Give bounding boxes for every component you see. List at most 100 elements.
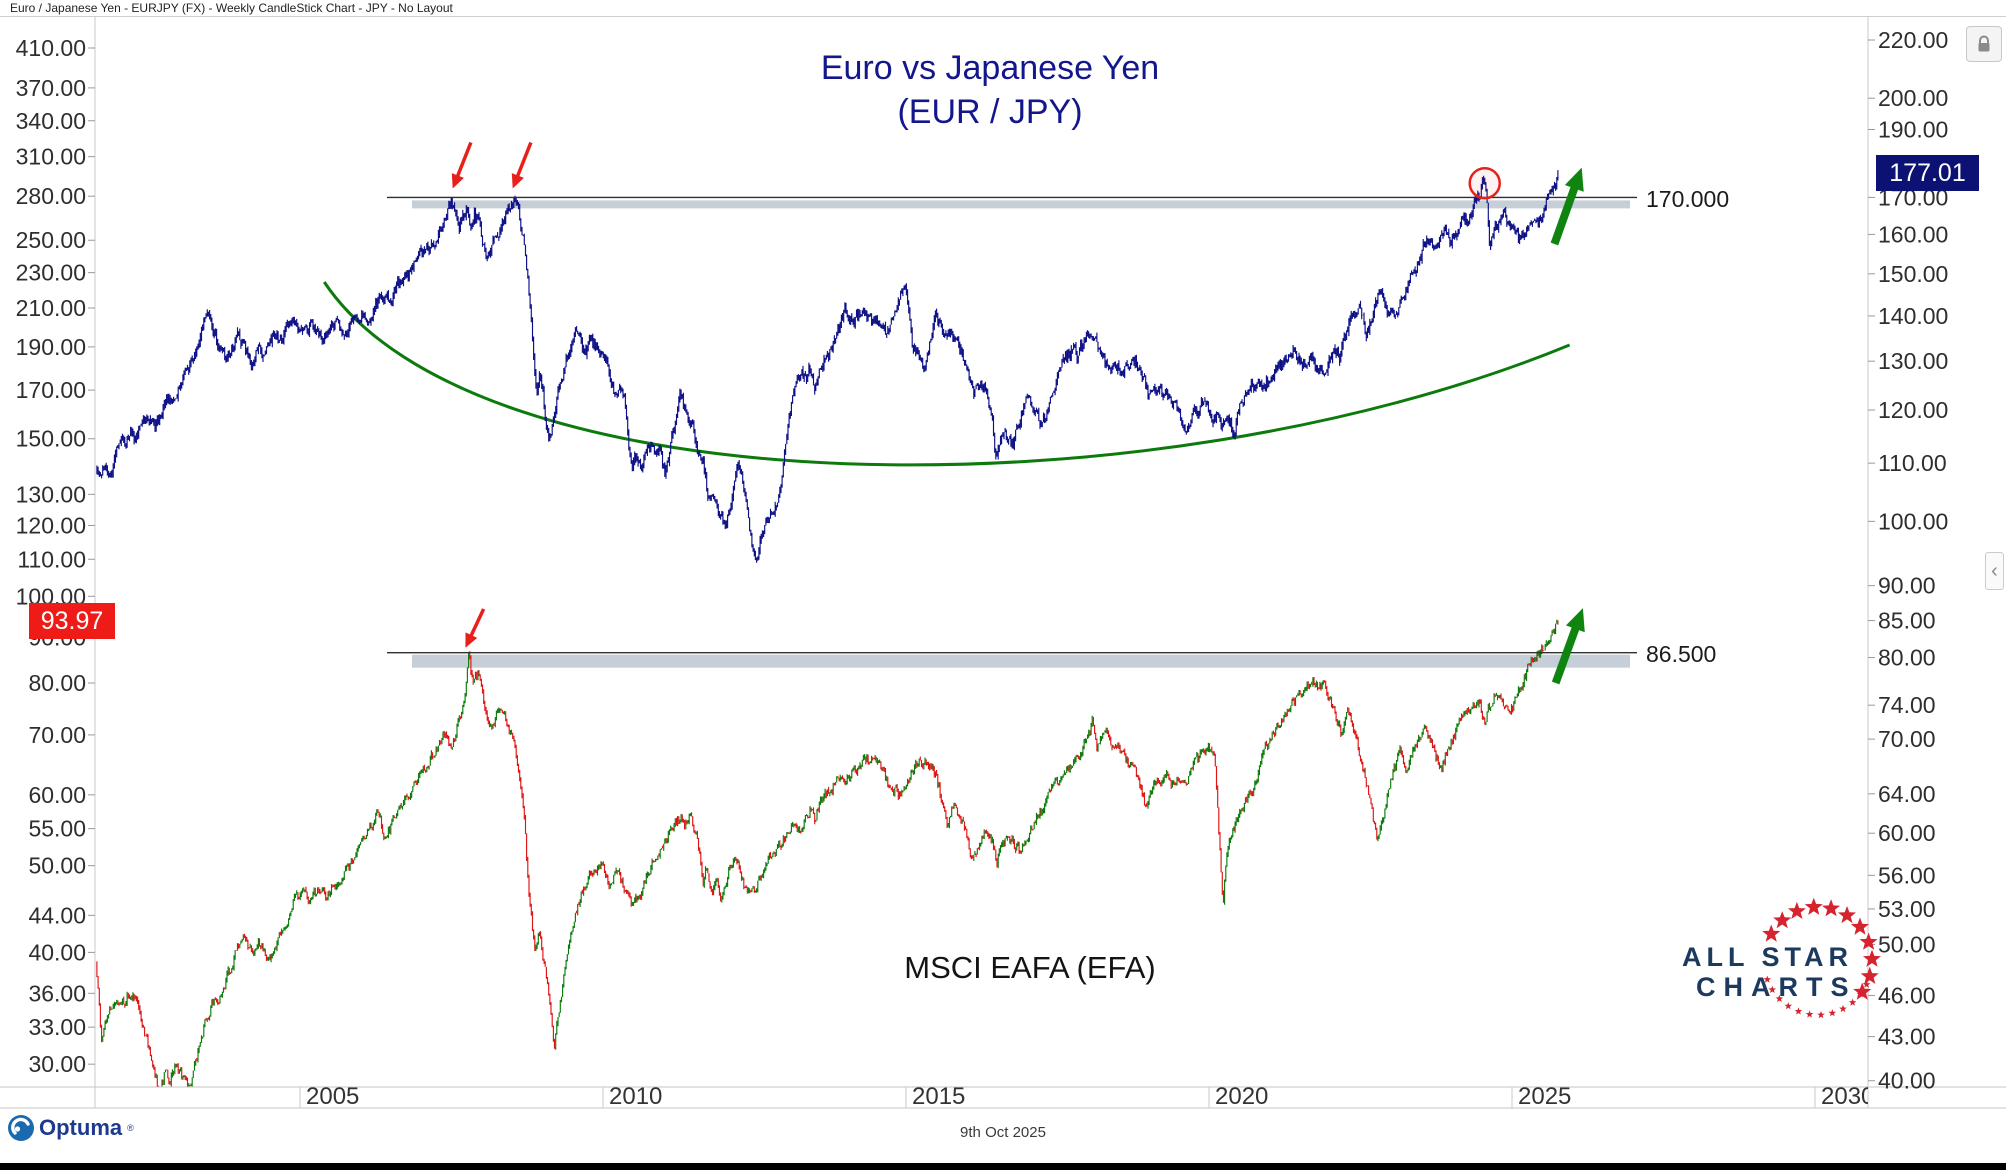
star-icon (1805, 1010, 1814, 1018)
star-icon (1839, 1004, 1847, 1013)
red-arrow-3-head (465, 632, 478, 648)
green-arrow-2-shaft (1551, 621, 1582, 685)
green-arrow-1-head (1564, 167, 1584, 192)
chevron-left-icon: ‹ (1991, 559, 1998, 582)
left-axis-tick-label[interactable]: 55.00 (28, 816, 86, 842)
right-axis-tick-label[interactable]: 74.00 (1878, 692, 1936, 718)
star-icon (1859, 932, 1878, 950)
chart-title: Euro vs Japanese Yen (EUR / JPY) (640, 46, 1340, 134)
right-axis-tick-label[interactable]: 53.00 (1878, 896, 1936, 922)
optuma-brand-text: Optuma (39, 1115, 123, 1140)
x-axis-year-label[interactable]: 2010 (609, 1083, 662, 1110)
eurjpy-series (96, 170, 1559, 563)
left-axis-tick-label[interactable]: 50.00 (28, 853, 86, 879)
resistance-zone-bottom (412, 654, 1630, 668)
optuma-logo-icon (8, 1115, 34, 1141)
green-arrow-2 (1551, 608, 1585, 685)
left-axis-tick-label[interactable]: 310.00 (16, 144, 86, 170)
window-title-bar: Euro / Japanese Yen - EURJPY (FX) - Week… (0, 0, 2006, 17)
x-axis-year-label[interactable]: 2025 (1518, 1083, 1571, 1110)
left-axis-tick-label[interactable]: 170.00 (16, 377, 86, 403)
series-path (96, 170, 1559, 563)
left-axis-tick-label[interactable]: 80.00 (28, 670, 86, 696)
left-axis-tick-label[interactable]: 340.00 (16, 108, 86, 134)
right-axis-tick-label[interactable]: 90.00 (1878, 573, 1936, 599)
left-axis-tick-label[interactable]: 370.00 (16, 75, 86, 101)
footer-date: 9th Oct 2025 (960, 1124, 1046, 1141)
right-axis-tick-label[interactable]: 40.00 (1878, 1068, 1936, 1094)
star-icon (1768, 985, 1777, 993)
x-axis-year-label[interactable]: 2005 (306, 1083, 359, 1110)
right-axis-tick-label[interactable]: 120.00 (1878, 397, 1948, 423)
right-axis-tick-label[interactable]: 110.00 (1878, 450, 1947, 476)
optuma-logo: Optuma ® (8, 1115, 134, 1141)
registered-mark: ® (127, 1123, 134, 1133)
right-axis-tick-label[interactable]: 220.00 (1878, 27, 1948, 53)
star-icon (1822, 899, 1841, 917)
left-axis-tick-label[interactable]: 33.00 (28, 1014, 86, 1040)
red-arrow-1 (451, 141, 473, 189)
last-price-badge-eurjpy: 177.01 (1876, 155, 1979, 191)
right-axis-tick-label[interactable]: 200.00 (1878, 85, 1948, 111)
left-axis-tick-label[interactable]: 120.00 (16, 512, 86, 538)
star-icon (1848, 998, 1857, 1006)
x-axis-year-label[interactable]: 2015 (912, 1083, 965, 1110)
right-axis-tick-label[interactable]: 85.00 (1878, 608, 1936, 634)
right-axis-tick-label[interactable]: 140.00 (1878, 303, 1948, 329)
right-axis-tick-label[interactable]: 80.00 (1878, 645, 1936, 671)
left-axis-tick-label[interactable]: 210.00 (16, 295, 86, 321)
right-axis-tick-label[interactable]: 130.00 (1878, 348, 1948, 374)
axes: 410.00 370.00 340.00 310.00 280.00 250.00 230.… (0, 17, 2006, 1109)
x-axis[interactable]: 2005 2010 2015 2020 2025 2030 (299, 1083, 1874, 1110)
left-axis-tick-label[interactable]: 30.00 (28, 1051, 86, 1077)
axis-lock-button[interactable] (1966, 26, 2002, 62)
right-axis-tick-label[interactable]: 50.00 (1878, 932, 1936, 958)
left-axis-tick-label[interactable]: 190.00 (16, 334, 86, 360)
left-axis-tick-label[interactable]: 130.00 (16, 481, 86, 507)
right-axis-tick-label[interactable]: 64.00 (1878, 781, 1936, 807)
left-axis-tick-label[interactable]: 36.00 (28, 980, 86, 1006)
star-icon (1838, 906, 1856, 924)
star-icon (1773, 911, 1792, 929)
left-axis-tick-label[interactable]: 150.00 (16, 426, 86, 452)
star-icon (1853, 982, 1872, 1000)
left-axis-tick-label[interactable]: 280.00 (16, 183, 86, 209)
left-axis-tick-label[interactable]: 410.00 (16, 35, 86, 61)
right-axis-tick-label[interactable]: 70.00 (1878, 726, 1936, 752)
left-axis-tick-label[interactable]: 60.00 (28, 782, 86, 808)
series-down-path (96, 620, 1559, 1087)
left-axis-tick-label[interactable]: 230.00 (16, 260, 86, 286)
resistance-level-label-top: 170.000 (1646, 186, 1730, 212)
right-axis-tick-label[interactable]: 56.00 (1878, 862, 1936, 888)
left-axis-tick-label[interactable]: 40.00 (28, 939, 86, 965)
right-axis-tick-label[interactable]: 43.00 (1878, 1024, 1936, 1050)
allstarcharts-logo-line1: ALL STAR (1682, 942, 1853, 972)
right-axis-tick-label[interactable]: 60.00 (1878, 820, 1936, 846)
left-axis-tick-label[interactable]: 70.00 (28, 722, 86, 748)
green-arrow-1 (1550, 167, 1584, 246)
efa-series (96, 619, 1559, 1087)
x-axis-year-label[interactable]: 2030 (1821, 1083, 1874, 1110)
right-axis-tick-label[interactable]: 100.00 (1878, 508, 1948, 534)
left-axis-tick-label[interactable]: 110.00 (17, 546, 86, 572)
right-axis-tick-label[interactable]: 160.00 (1878, 221, 1948, 247)
left-axis-tick-label[interactable]: 250.00 (16, 227, 86, 253)
window-title: Euro / Japanese Yen - EURJPY (FX) - Week… (10, 1, 453, 15)
star-icon (1763, 975, 1772, 983)
star-icon (1762, 924, 1781, 942)
series-up-path (102, 619, 1558, 1087)
left-axis-tick-label[interactable]: 44.00 (28, 902, 86, 928)
panel-collapse-button[interactable]: ‹ (1985, 552, 2004, 590)
resistance-zone-top (412, 200, 1630, 209)
red-arrow-3-shaft (468, 608, 486, 640)
right-axis-tick-label[interactable]: 150.00 (1878, 261, 1948, 287)
green-arrow-2-head (1565, 608, 1585, 633)
right-axis-tick-label[interactable]: 190.00 (1878, 117, 1948, 143)
highlight-circle (1468, 166, 1501, 200)
right-axis-tick-label[interactable]: 46.00 (1878, 982, 1936, 1008)
red-arrow-1-head (451, 173, 464, 189)
x-axis-year-label[interactable]: 2020 (1215, 1083, 1268, 1110)
star-icon (1850, 917, 1869, 935)
